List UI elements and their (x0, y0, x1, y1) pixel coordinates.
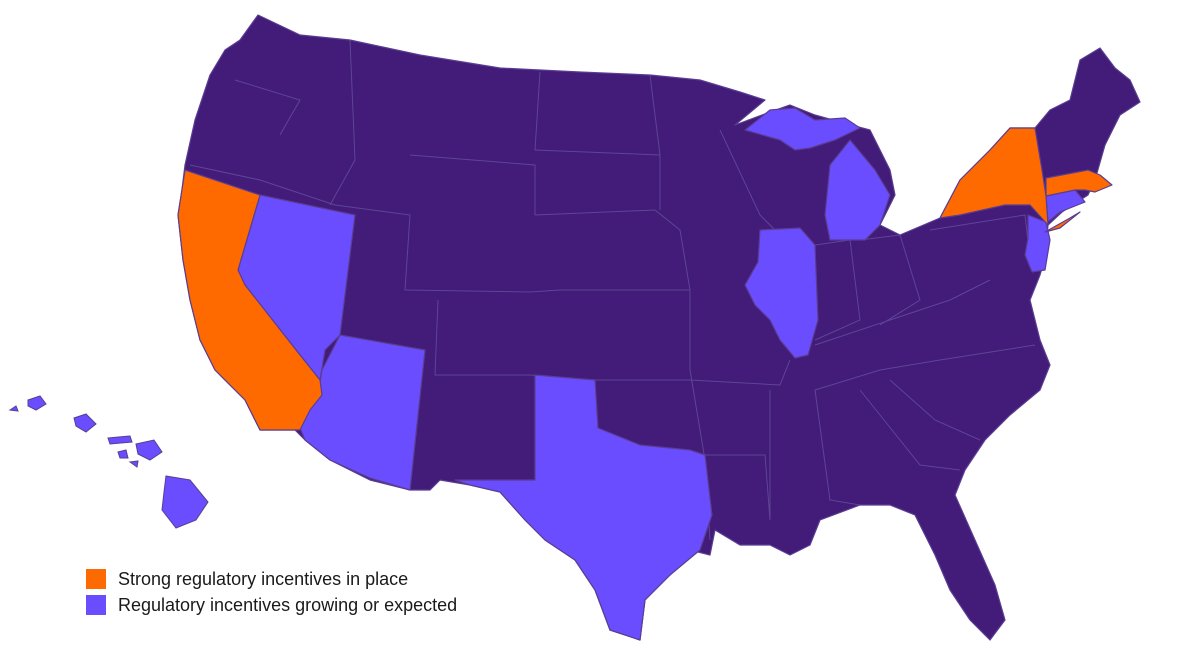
state-california (177, 169, 323, 431)
hawaii-island-oahu (73, 413, 97, 433)
state-massachusetts (1045, 169, 1113, 197)
hawaii-island-molokai (107, 435, 133, 445)
map-legend: Strong regulatory incentives in place Re… (86, 566, 457, 618)
state-illinois (744, 227, 819, 359)
legend-label-growing: Regulatory incentives growing or expecte… (118, 594, 458, 615)
state-hawaii (8, 395, 209, 529)
legend-item-strong: Strong regulatory incentives in place (86, 566, 457, 592)
legend-label-strong: Strong regulatory incentives in place (118, 568, 409, 589)
hawaii-island-kahoolawe (128, 460, 139, 468)
legend-item-growing: Regulatory incentives growing or expecte… (86, 592, 457, 618)
state-new-jersey (1024, 214, 1051, 273)
legend-swatch-growing (86, 595, 106, 615)
state-michigan (824, 139, 891, 241)
state-texas (454, 374, 713, 641)
hawaii-island-big-island (161, 475, 209, 529)
legend-swatch-strong (86, 569, 106, 589)
hawaii-island-kauai (27, 395, 47, 411)
hawaii-island-lanai (117, 449, 129, 459)
hawaii-island-maui (135, 439, 163, 461)
state-new-york-long-island (1044, 211, 1081, 233)
state-new-york (939, 127, 1049, 226)
hawaii-island-niihau (8, 405, 19, 412)
state-michigan-upper-peninsula (744, 107, 861, 151)
